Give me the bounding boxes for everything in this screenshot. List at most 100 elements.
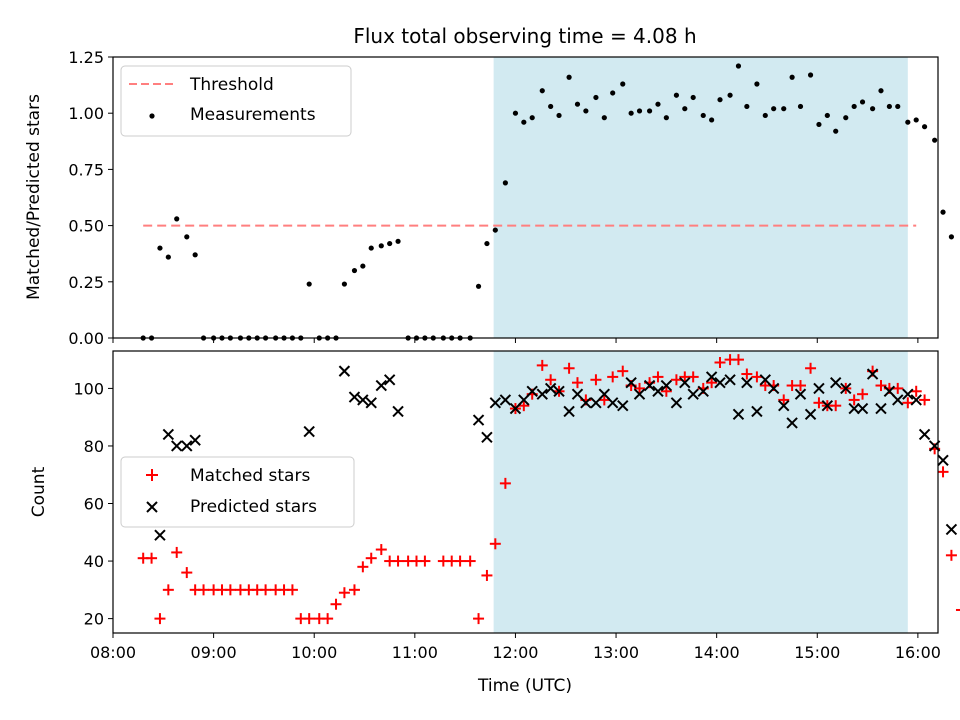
matched-star-point [198, 584, 210, 596]
predicted-star-point [813, 382, 825, 395]
x-tick-label: 11:00 [392, 643, 438, 662]
predicted-star-point [910, 394, 922, 406]
measurement-point [165, 254, 171, 260]
top-legend: Threshold Measurements [120, 65, 352, 137]
matched-star-point [751, 371, 763, 383]
predicted-star-point [866, 368, 879, 380]
x-tick-label: 12:00 [492, 643, 538, 662]
measurement-point [512, 110, 519, 116]
predicted-star-point [383, 374, 396, 386]
measurement-point [663, 115, 669, 121]
top-panel: 0.00 0.25 0.50 0.75 1.00 1.25 Flux total obse… [24, 24, 955, 348]
matched-star-point [830, 400, 842, 412]
matched-star-point [805, 362, 817, 374]
measurement-point [789, 74, 795, 80]
predicted-star-point [741, 376, 753, 389]
predicted-star-point [489, 397, 502, 409]
x-tick-label: 13:00 [593, 643, 639, 662]
top-axes-frame [112, 56, 939, 339]
measurement-point [502, 180, 508, 186]
predicted-star-point [937, 454, 949, 467]
matched-star-point [365, 552, 377, 564]
measurement-point [807, 72, 814, 78]
predicted-star-point [162, 428, 175, 441]
measurement-point [727, 92, 733, 98]
measurement-point [306, 281, 312, 287]
x-tick-label: 15:00 [794, 643, 840, 662]
predicted-star-point [697, 385, 709, 397]
matched-star-point [162, 584, 174, 596]
matched-star-point [875, 380, 887, 392]
measurement-point [492, 227, 498, 233]
legend-measurements-swatch [149, 113, 155, 119]
predicted-star-point [804, 408, 817, 421]
matched-star-point [607, 371, 619, 383]
y-tick-label: 0.50 [68, 217, 104, 236]
measurement-point [762, 112, 768, 119]
bottom-legend: Matched stars Predicted stars [120, 456, 355, 528]
predicted-star-point [660, 379, 673, 392]
matched-star-point [634, 382, 646, 394]
predicted-star-point [481, 431, 493, 444]
matched-star-point [146, 552, 158, 564]
matched-star-point [598, 394, 610, 406]
y-tick-label: 0.75 [68, 160, 104, 179]
y-tick-label: 80 [84, 437, 104, 456]
measurement-point [895, 103, 901, 110]
predicted-star-point [571, 388, 584, 400]
predicted-star-point [830, 376, 842, 389]
matched-star-point [848, 394, 860, 406]
matched-star-point [670, 374, 682, 386]
measurement-point [797, 103, 804, 110]
predicted-star-point [705, 371, 718, 383]
measurement-point [620, 81, 626, 87]
matched-star-point [687, 371, 699, 383]
matched-star-point [571, 377, 583, 389]
measurement-point [341, 281, 348, 287]
matched-star-point [481, 569, 493, 581]
predicted-star-point [679, 376, 691, 389]
legend-predicted-swatch [146, 501, 158, 513]
measurement-point [859, 99, 866, 105]
measurement-point [673, 92, 680, 98]
x-tick-label: 16:00 [895, 643, 941, 662]
legend-predicted-label: Predicted stars [190, 497, 317, 517]
predicted-star-point [687, 388, 699, 400]
measurement-point [690, 94, 696, 101]
legend-threshold-label: Threshold [189, 75, 274, 95]
matched-star-point [892, 382, 904, 394]
matched-star-point [303, 613, 315, 625]
measurement-point [628, 110, 634, 116]
y-tick-label: 60 [84, 495, 104, 514]
measurement-point [556, 112, 562, 119]
measurement-point [192, 252, 198, 258]
matched-star-point [617, 365, 629, 377]
predicted-star-point [544, 382, 557, 395]
predicted-star-point [303, 425, 315, 438]
bottom-y-axis-label: Count [29, 466, 49, 517]
predicted-star-point [606, 397, 619, 409]
matched-star-point [714, 357, 726, 369]
measurement-point [157, 245, 163, 251]
predicted-star-point [348, 391, 361, 403]
matched-star-point [563, 362, 575, 374]
measurement-point [574, 101, 581, 107]
predicted-star-point [633, 388, 646, 400]
matched-star-point [536, 359, 548, 371]
measurement-point [744, 103, 750, 110]
matched-star-point [778, 394, 790, 406]
measurement-point [583, 108, 589, 114]
predicted-star-point [338, 365, 351, 377]
matched-star-point [919, 394, 931, 406]
measurement-point [700, 112, 706, 119]
matched-star-point [910, 385, 922, 397]
x-tick-label: 09:00 [191, 643, 237, 662]
y-tick-label: 1.25 [68, 48, 104, 67]
predicted-star-point [553, 385, 565, 397]
measurement-point [754, 81, 760, 87]
predicted-star-point [365, 397, 377, 409]
predicted-star-point [732, 408, 745, 421]
predicted-star-point [625, 376, 637, 389]
measurement-point [368, 245, 374, 251]
